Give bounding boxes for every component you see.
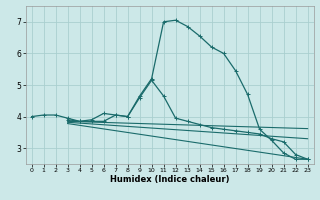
X-axis label: Humidex (Indice chaleur): Humidex (Indice chaleur) bbox=[110, 175, 229, 184]
